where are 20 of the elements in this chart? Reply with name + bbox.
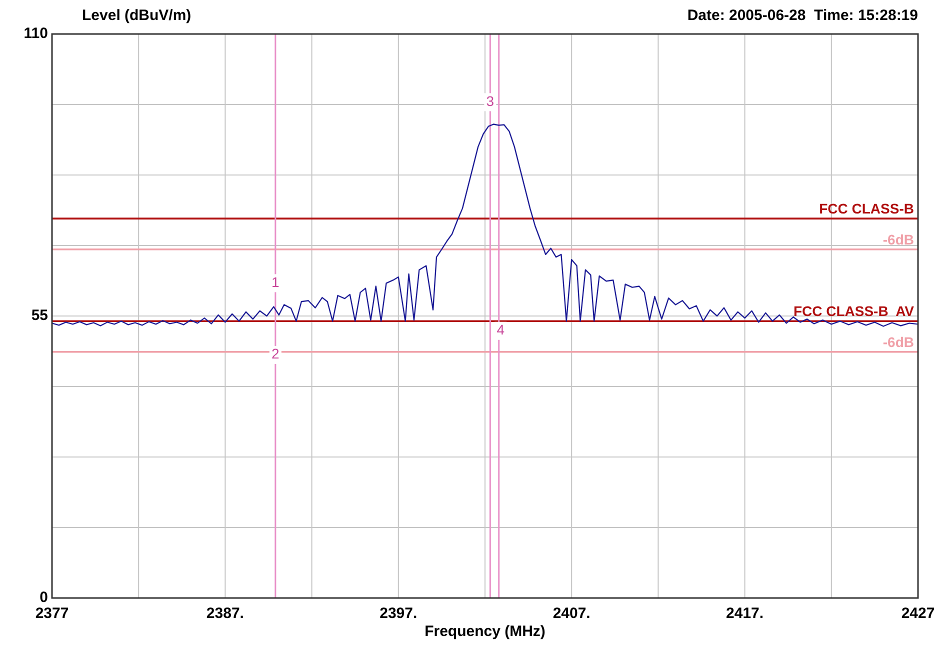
- ref-line-label: -6dB: [882, 231, 914, 248]
- x-axis-title: Frequency (MHz): [424, 623, 546, 640]
- ref-line-label: FCC CLASS-B AV: [793, 303, 915, 320]
- annotation: 2: [272, 346, 280, 362]
- x-tick-label: 2377: [35, 605, 69, 622]
- y-tick-label: 0: [40, 588, 48, 606]
- annotation: 4: [496, 322, 505, 338]
- x-tick-label: 2387.: [206, 605, 244, 622]
- text: Date: 2005-06-28 Time: 15:28:19: [687, 7, 918, 24]
- x-tick-label: 2427: [901, 605, 935, 622]
- x-tick-label: 2407.: [552, 605, 590, 622]
- ref-line-label: -6dB: [882, 334, 914, 350]
- annotation: 3: [486, 92, 494, 109]
- y-tick-label: 110: [24, 24, 48, 42]
- annotation: 1: [272, 274, 280, 290]
- ref-line-label: FCC CLASS-B: [819, 200, 914, 217]
- x-tick-label: 2397.: [380, 605, 418, 622]
- y-tick-label: 55: [31, 306, 48, 324]
- y-axis-title: Level (dBuV/m): [82, 7, 192, 24]
- x-tick-label: 2417.: [726, 605, 764, 622]
